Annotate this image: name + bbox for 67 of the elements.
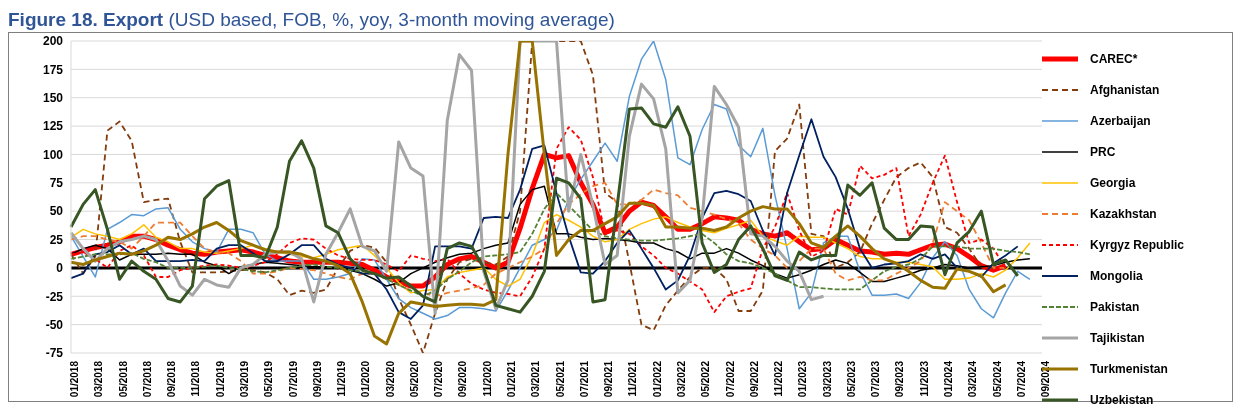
y-tick-label: 25	[49, 232, 64, 247]
x-tick-label: 03/2019	[239, 360, 251, 398]
chart-subtitle: (USD based, FOB, %, yoy, 3-month moving average)	[168, 9, 615, 30]
legend-label: Uzbekistan	[1090, 392, 1154, 407]
x-tick-label: 05/2024	[991, 360, 1003, 398]
x-tick-label: 03/2023	[821, 360, 833, 398]
x-tick-label: 05/2020	[408, 360, 420, 398]
chart-title: Figure 18. Export	[8, 9, 164, 30]
x-tick-label: 01/2020	[360, 360, 372, 398]
x-tick-label: 01/2021	[506, 360, 518, 398]
x-tick-label: 05/2019	[263, 360, 275, 398]
x-tick-label: 09/2018	[166, 360, 178, 398]
y-tick-label: 125	[42, 119, 64, 134]
x-tick-label: 01/2018	[69, 360, 81, 398]
y-tick-label: 0	[56, 261, 64, 276]
legend-label: Mongolia	[1090, 268, 1143, 283]
x-tick-label: 03/2020	[384, 360, 396, 398]
x-tick-label: 07/2023	[870, 360, 882, 398]
x-tick-label: 11/2019	[336, 360, 348, 397]
x-tick-label: 09/2021	[603, 360, 615, 398]
y-tick-label: 50	[49, 204, 64, 219]
legend-label: Afghanistan	[1090, 82, 1160, 97]
x-tick-label: 11/2021	[627, 360, 639, 397]
y-tick-label: -75	[45, 346, 64, 361]
x-tick-label: 05/2018	[117, 360, 129, 398]
x-tick-label: 01/2023	[797, 360, 809, 398]
x-tick-label: 05/2022	[700, 360, 712, 398]
legend-label: Turkmenistan	[1090, 361, 1168, 376]
x-tick-label: 05/2023	[845, 360, 857, 398]
x-tick-label: 07/2020	[433, 360, 445, 398]
x-tick-label: 11/2018	[190, 360, 202, 397]
x-tick-label: 01/2022	[651, 360, 663, 398]
legend-label: Azerbaijan	[1090, 113, 1151, 128]
legend-label: CAREC*	[1090, 51, 1138, 66]
x-tick-label: 09/2023	[894, 360, 906, 398]
x-tick-label: 09/2019	[311, 360, 323, 398]
x-tick-label: 11/2022	[773, 360, 785, 397]
x-tick-label: 07/2022	[724, 360, 736, 398]
legend-label: Pakistan	[1090, 299, 1140, 314]
x-tick-label: 03/2022	[675, 360, 687, 398]
legend-label: PRC	[1090, 144, 1116, 159]
y-tick-label: -25	[45, 289, 64, 304]
x-tick-label: 07/2021	[578, 360, 590, 398]
x-tick-label: 01/2024	[943, 360, 954, 398]
x-tick-label: 03/2018	[93, 360, 105, 398]
x-tick-label: 07/2018	[141, 360, 153, 398]
y-tick-label: 150	[42, 90, 64, 105]
x-tick-label: 07/2019	[287, 360, 299, 398]
x-tick-label: 03/2024	[967, 360, 979, 398]
x-tick-label: 03/2021	[530, 360, 542, 398]
legend-label: Georgia	[1090, 175, 1136, 190]
y-tick-label: 175	[42, 62, 64, 77]
y-tick-label: 75	[49, 176, 64, 191]
y-tick-label: 200	[42, 34, 64, 49]
x-tick-label: 09/2022	[748, 360, 760, 398]
y-tick-label: 100	[42, 147, 64, 162]
x-tick-label: 07/2024	[1015, 360, 1027, 398]
line-series	[69, 41, 826, 315]
x-tick-label: 05/2021	[554, 360, 566, 398]
legend-label: Kazakhstan	[1090, 206, 1157, 221]
x-tick-label: 09/2020	[457, 360, 469, 398]
y-tick-label: -50	[45, 317, 64, 332]
x-tick-label: 01/2019	[214, 360, 226, 398]
legend-label: Tajikistan	[1090, 330, 1145, 345]
legend-label: Kyrgyz Republic	[1090, 237, 1185, 252]
x-tick-label: 11/2020	[481, 360, 493, 397]
x-tick-label: 11/2023	[918, 360, 930, 397]
